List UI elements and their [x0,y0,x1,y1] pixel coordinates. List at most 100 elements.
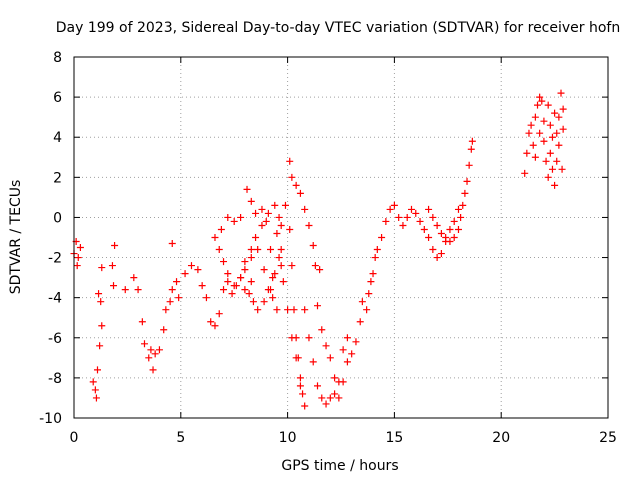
data-point [467,145,475,153]
data-point [542,157,550,165]
data-point [540,137,548,145]
data-point [339,346,347,354]
data-point [173,278,181,286]
data-point [269,294,277,302]
data-point [378,234,386,241]
data-point [527,121,535,129]
data-point [264,209,272,217]
data-point [551,181,559,189]
data-point [260,266,268,274]
x-tick-label: 15 [385,430,403,446]
data-point [130,274,138,282]
data-point [305,334,313,342]
data-point [301,402,309,410]
data-point [254,306,262,314]
x-tick-label: 10 [279,430,297,446]
data-point [318,326,326,334]
data-point [548,165,556,173]
y-tick-label: 6 [53,90,62,106]
data-point [168,286,176,294]
data-point [108,262,116,270]
data-point [437,229,445,237]
data-point [267,286,275,294]
data-point [215,310,223,318]
data-point [463,177,471,185]
data-point [162,306,170,314]
data-point [367,278,375,286]
data-point [461,189,469,197]
data-point [326,354,334,362]
data-point [277,262,285,270]
y-tick-label: -2 [48,251,62,267]
data-point [365,290,373,298]
data-point [296,189,304,197]
data-point [260,298,268,306]
x-tick-label: 25 [599,430,617,446]
data-point [275,213,283,221]
data-point [258,205,266,213]
data-point [457,213,465,221]
x-tick-label: 0 [70,430,79,446]
data-point [316,266,324,274]
data-point [459,201,467,209]
data-point [339,378,347,386]
grid [74,57,608,418]
data-point [553,129,561,137]
data-point [544,101,552,109]
data-point [523,149,531,157]
y-tick-label: -10 [39,411,62,427]
data-point [288,173,296,181]
data-point [454,205,462,213]
data-point [403,213,411,221]
data-point [111,242,119,250]
data-point [348,350,356,358]
data-point [247,278,255,286]
data-point [363,306,371,314]
data-point [262,217,270,225]
data-point [288,262,296,270]
data-point [305,221,313,229]
data-point [241,266,249,274]
data-point [555,141,563,149]
data-point [134,286,142,294]
data-point [373,246,381,254]
data-point [275,254,283,262]
data-point [160,326,168,334]
data-point [147,346,155,354]
data-point [531,153,539,161]
y-tick-label: -8 [48,371,62,387]
data-point [322,400,330,408]
data-point [228,290,236,298]
data-point [175,294,183,302]
data-point [290,306,298,314]
data-point [450,217,458,225]
data-point [224,213,232,221]
data-point [399,221,407,229]
data-point [237,274,245,282]
data-point [273,229,281,237]
data-point [429,213,437,221]
data-point [269,274,277,282]
data-point [551,109,559,117]
data-point [331,390,339,398]
data-point [433,254,441,262]
data-point [318,394,326,402]
data-point [121,286,129,294]
data-point [211,322,219,330]
data-point [95,290,103,298]
data-point [544,173,552,181]
data-point [281,201,289,209]
y-tick-label: 2 [53,170,62,186]
data-point [224,270,232,278]
data-point [331,374,339,382]
data-point [149,366,157,374]
data-point [98,264,106,272]
data-point [138,318,146,326]
data-point [412,209,420,217]
data-point [211,234,219,241]
data-point [194,266,202,274]
data-point [555,113,563,121]
data-point [198,282,206,290]
data-point [335,394,343,402]
